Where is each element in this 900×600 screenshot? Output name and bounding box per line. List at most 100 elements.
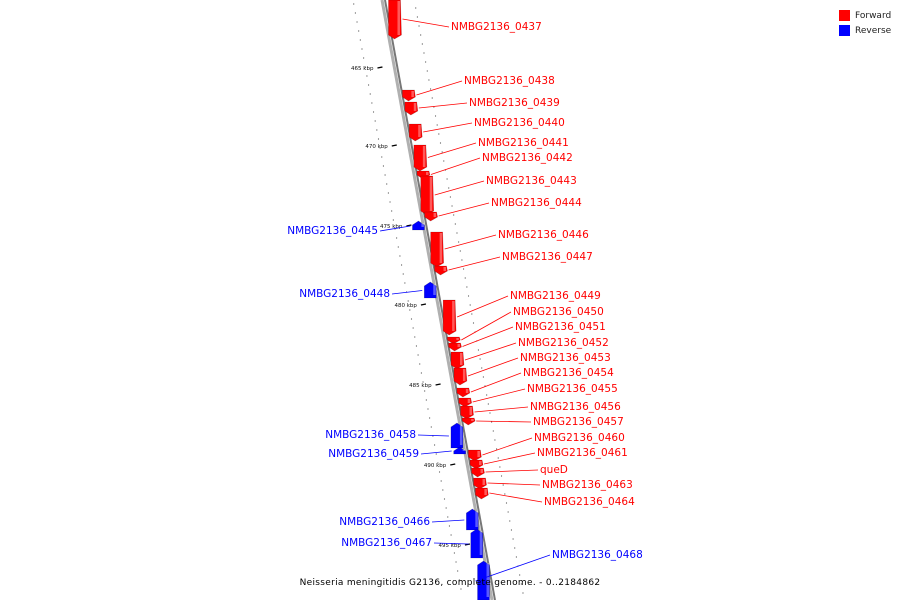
ruler-dot (389, 201, 391, 203)
gene-label: NMBG2136_0463 (542, 479, 633, 491)
gene-block (450, 422, 464, 449)
ruler-dot (374, 120, 376, 122)
gene-label: NMBG2136_0467 (341, 537, 432, 549)
gene-highlight (477, 451, 480, 457)
ruler-dot (522, 592, 524, 594)
ruler-dot (471, 313, 473, 315)
tick-mark (420, 303, 427, 306)
ruler-dot (392, 219, 394, 221)
tick-label: 495 kbp (438, 543, 461, 549)
ruler-dot (424, 390, 426, 392)
gene-label: NMBG2136_0461 (537, 447, 628, 459)
label-connector (431, 519, 465, 523)
gene-label: NMBG2136_0451 (515, 321, 606, 333)
label-connector (433, 542, 469, 545)
ruler-dot (450, 534, 452, 536)
ruler-dot (447, 516, 449, 518)
backbone (384, 0, 496, 600)
ruler-dot (441, 151, 443, 153)
legend-item-reverse: Reverse (839, 23, 891, 38)
label-connector (482, 437, 533, 456)
label-connector (379, 225, 411, 232)
gene-highlight (486, 563, 490, 597)
gene-block (473, 477, 487, 490)
tick-label: 470 kbp (365, 144, 388, 150)
ruler-dot (510, 529, 513, 531)
gene-block (430, 231, 444, 268)
gene-highlight (471, 419, 474, 421)
label-connector (417, 434, 449, 437)
ruler-dot (512, 538, 514, 540)
ruler-dot (433, 444, 436, 446)
gene-block (468, 449, 482, 462)
tick-mark (435, 383, 441, 386)
label-connector (483, 452, 536, 465)
ruler-dot (402, 273, 404, 275)
gene-block (402, 89, 416, 102)
ruler-dot (446, 178, 448, 180)
gene-label: NMBG2136_0460 (534, 432, 625, 444)
gene-block (450, 351, 465, 370)
ruler-dot (428, 79, 430, 81)
gene-label: NMBG2136_0439 (469, 97, 560, 109)
ruler-dot (504, 493, 506, 495)
ruler-dot (486, 394, 488, 396)
gene-label: NMBG2136_0441 (478, 137, 569, 149)
gene-block (470, 528, 484, 559)
gene-label: NMBG2136_0456 (530, 401, 621, 413)
label-connector (444, 234, 497, 250)
gene-highlight (421, 223, 424, 227)
ruler-dot (359, 39, 361, 41)
ruler-dot (507, 511, 509, 513)
ruler-dot (500, 475, 503, 477)
gene-block (460, 405, 474, 420)
gene-label: NMBG2136_0446 (498, 229, 589, 241)
gene-highlight (484, 489, 487, 495)
ruler-dot (489, 412, 491, 414)
gene-label: NMBG2136_0459 (328, 448, 419, 460)
gene-block (388, 0, 402, 40)
tick-label: 490 kbp (424, 463, 447, 469)
ruler-dot (445, 507, 447, 509)
tick-mark (464, 543, 471, 546)
ruler-dot (494, 439, 496, 441)
gene-label: NMBG2136_0453 (520, 352, 611, 364)
ruler-dot (443, 498, 446, 500)
gene-highlight (475, 511, 478, 527)
ruler-dot (458, 579, 460, 581)
reverse-swatch (839, 25, 850, 36)
ruler-dot (421, 43, 423, 45)
label-connector (423, 122, 473, 133)
gene-block (458, 397, 473, 408)
gene-label: NMBG2136_0445 (287, 225, 378, 237)
label-connector (475, 554, 551, 582)
ruler-dot (469, 304, 471, 306)
label-connector (391, 290, 423, 295)
ruler-dot (467, 295, 470, 297)
ruler-dot (386, 183, 388, 185)
ruler-dot (448, 525, 451, 527)
gene-highlight (467, 399, 471, 403)
ruler-dot (431, 97, 433, 99)
gene-label: NMBG2136_0448 (299, 288, 390, 300)
ruler-dot (381, 156, 383, 158)
gene-block (475, 487, 489, 500)
genome-caption: Neisseria meningitidis G2136, complete g… (299, 578, 601, 588)
gene-block (413, 144, 428, 172)
label-connector (474, 406, 529, 413)
tick-mark (450, 463, 456, 466)
tick-mark (377, 66, 383, 69)
ruler-dot (369, 93, 371, 95)
gene-highlight (439, 233, 443, 263)
ruler-dot (451, 205, 453, 207)
gene-highlight (413, 103, 417, 111)
label-connector (485, 469, 539, 473)
ruler-dot (457, 570, 459, 572)
ruler-dot (427, 408, 429, 410)
gene-label: NMBG2136_0454 (523, 367, 614, 379)
ruler-dot (515, 556, 517, 558)
ruler-dot (363, 57, 365, 59)
ruler-dot (456, 232, 458, 234)
label-connector (448, 256, 501, 271)
gene-block (453, 367, 468, 386)
